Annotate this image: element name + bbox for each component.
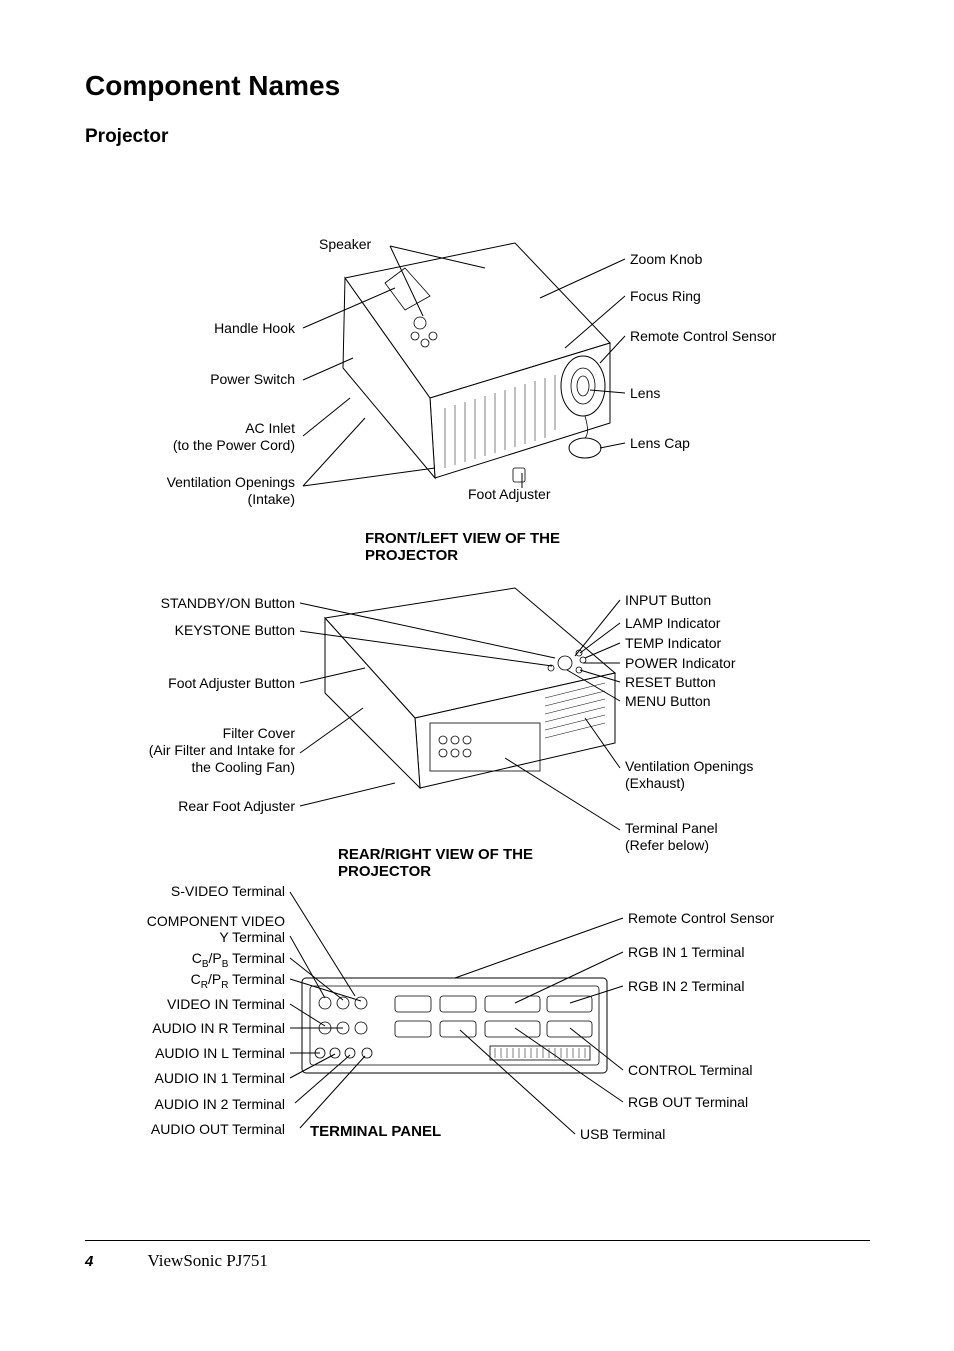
rear-caption: REAR/RIGHT VIEW OF THE PROJECTOR [338, 846, 618, 880]
label-vent-intake: Ventilation Openings(Intake) [167, 474, 295, 508]
terminal-diagram: S-VIDEO Terminal COMPONENT VIDEO Y Termi… [85, 878, 870, 1218]
label-input: INPUT Button [625, 592, 711, 609]
label-svideo: S-VIDEO Terminal [171, 883, 285, 900]
label-handle-hook: Handle Hook [214, 320, 295, 337]
label-rgb-in2: RGB IN 2 Terminal [628, 978, 744, 995]
label-rear-foot: Rear Foot Adjuster [178, 798, 295, 815]
page-number: 4 [85, 1253, 93, 1270]
label-focus-ring: Focus Ring [630, 288, 701, 305]
label-audio-2: AUDIO IN 2 Terminal [155, 1096, 285, 1113]
label-usb: USB Terminal [580, 1126, 665, 1143]
label-remote-sensor-front: Remote Control Sensor [630, 328, 776, 345]
label-y-terminal: Y Terminal [219, 929, 285, 946]
label-power: POWER Indicator [625, 655, 735, 672]
label-audio-1: AUDIO IN 1 Terminal [155, 1070, 285, 1087]
label-foot-adj-btn: Foot Adjuster Button [168, 675, 295, 692]
page-subtitle: Projector [85, 126, 870, 148]
label-reset: RESET Button [625, 674, 716, 691]
front-diagram: Speaker Handle Hook Power Switch AC Inle… [85, 168, 870, 558]
label-audio-l: AUDIO IN L Terminal [155, 1045, 285, 1062]
label-video-in: VIDEO IN Terminal [167, 996, 285, 1013]
label-keystone: KEYSTONE Button [175, 622, 295, 639]
product-name: ViewSonic PJ751 [148, 1251, 268, 1270]
label-power-switch: Power Switch [210, 371, 295, 388]
label-component-video: COMPONENT VIDEO [147, 913, 285, 930]
label-lamp: LAMP Indicator [625, 615, 720, 632]
label-rgb-in1: RGB IN 1 Terminal [628, 944, 744, 961]
label-foot-adjuster: Foot Adjuster [468, 486, 551, 503]
label-vent-exhaust: Ventilation Openings(Exhaust) [625, 758, 753, 792]
label-ac-inlet: AC Inlet(to the Power Cord) [173, 420, 295, 454]
label-cbpb: CB/PB Terminal [192, 950, 285, 971]
label-menu: MENU Button [625, 693, 711, 710]
label-remote-sensor-term: Remote Control Sensor [628, 910, 774, 927]
page-footer: 4 ViewSonic PJ751 [85, 1240, 870, 1271]
label-audio-out: AUDIO OUT Terminal [151, 1121, 285, 1138]
label-standby: STANDBY/ON Button [161, 595, 295, 612]
page-title: Component Names [85, 70, 870, 102]
label-terminal-panel: Terminal Panel(Refer below) [625, 820, 718, 854]
label-lens-cap: Lens Cap [630, 435, 690, 452]
label-audio-r: AUDIO IN R Terminal [152, 1020, 285, 1037]
label-speaker: Speaker [319, 236, 371, 253]
label-filter-cover: Filter Cover(Air Filter and Intake forth… [149, 725, 295, 775]
label-zoom-knob: Zoom Knob [630, 251, 702, 268]
label-control: CONTROL Terminal [628, 1062, 752, 1079]
label-lens: Lens [630, 385, 660, 402]
label-temp: TEMP Indicator [625, 635, 721, 652]
label-crpr: CR/PR Terminal [191, 971, 285, 992]
label-rgb-out: RGB OUT Terminal [628, 1094, 748, 1111]
terminal-caption: TERMINAL PANEL [310, 1123, 441, 1140]
rear-diagram: STANDBY/ON Button KEYSTONE Button Foot A… [85, 558, 870, 878]
